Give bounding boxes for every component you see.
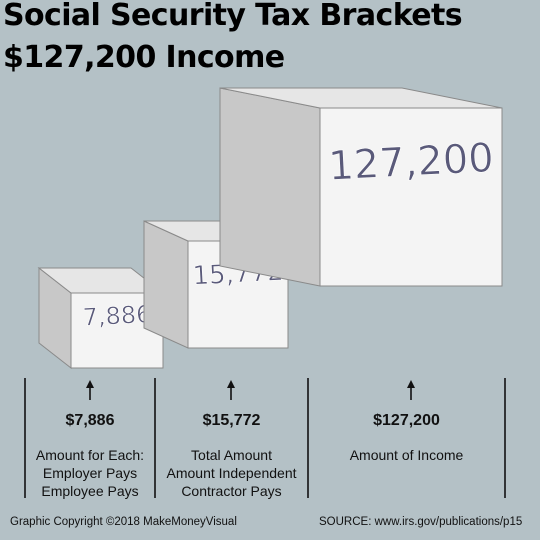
cube-bar	[319, 107, 503, 287]
column-2: $15,772 Total Amount Amount Independent …	[155, 410, 308, 500]
column-2-desc-line: Amount Independent	[166, 465, 297, 481]
column-2-desc-line: Contractor Pays	[181, 483, 282, 499]
footer-copyright: Graphic Copyright ©2018 MakeMoneyVisual	[10, 516, 237, 528]
column-1: $7,886 Amount for Each: Employer Pays Em…	[25, 410, 155, 500]
column-3-amount: $127,200	[373, 412, 440, 429]
column-1-desc-line: Amount for Each:	[35, 447, 145, 463]
cube-value-label: 7,886	[82, 300, 152, 332]
column-3-description: Amount of Income	[308, 446, 505, 464]
column-2-desc-line: Total Amount	[191, 447, 272, 463]
column-2-description: Total Amount Amount Independent Contract…	[155, 446, 308, 500]
column-3-desc-line: Amount of Income	[349, 447, 464, 463]
arrow-head-icon	[86, 380, 94, 388]
column-1-description: Amount for Each: Employer Pays Employee …	[25, 446, 155, 500]
cube-side-face	[143, 220, 189, 349]
column-1-desc-line: Employer Pays	[42, 465, 138, 481]
cube-value-label: 127,200	[327, 135, 495, 190]
cube-side-face	[219, 87, 321, 287]
column-3: $127,200 Amount of Income	[308, 410, 505, 464]
chart-title-line2: $127,200 Income	[3, 40, 285, 75]
arrow-head-icon	[407, 380, 415, 388]
column-2-amount: $15,772	[202, 412, 261, 429]
arrow-head-icon	[227, 380, 235, 388]
footer-source: SOURCE: www.irs.gov/publications/p15	[319, 516, 523, 528]
chart-title-line1: Social Security Tax Brackets	[3, 0, 463, 33]
column-1-amount: $7,886	[65, 412, 115, 429]
column-1-desc-line: Employee Pays	[41, 483, 139, 499]
